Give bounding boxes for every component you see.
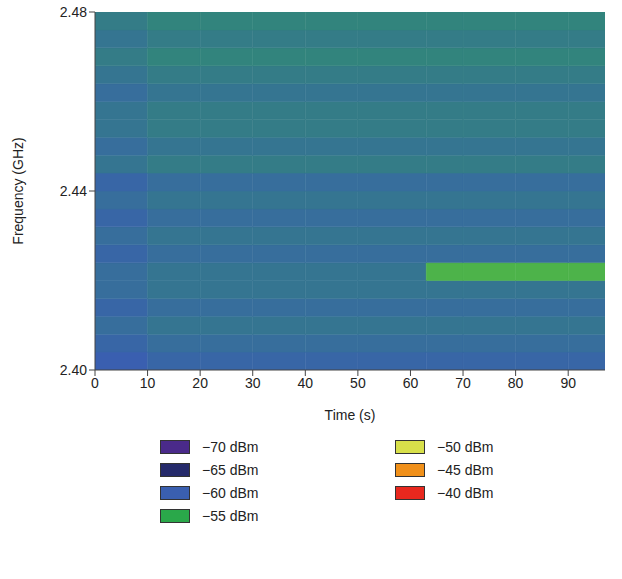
svg-text:90: 90 xyxy=(560,375,576,391)
svg-text:60: 60 xyxy=(403,375,419,391)
svg-text:80: 80 xyxy=(508,375,524,391)
svg-text:50: 50 xyxy=(350,375,366,391)
svg-text:30: 30 xyxy=(245,375,261,391)
svg-text:Time (s): Time (s) xyxy=(325,407,376,423)
html-text:−40 dBm: −40 dBm xyxy=(437,485,494,501)
svg-text:0: 0 xyxy=(91,375,99,391)
html-text:−70 dBm: −70 dBm xyxy=(202,439,259,455)
html-text:−50 dBm: −50 dBm xyxy=(437,439,494,455)
svg-text:2.44: 2.44 xyxy=(60,183,87,199)
svg-text:Frequency (GHz): Frequency (GHz) xyxy=(10,137,26,244)
svg-text:20: 20 xyxy=(192,375,208,391)
svg-text:10: 10 xyxy=(140,375,156,391)
svg-text:70: 70 xyxy=(455,375,471,391)
html-text:−60 dBm: −60 dBm xyxy=(202,485,259,501)
html-text:−65 dBm: −65 dBm xyxy=(202,462,259,478)
html-text:−55 dBm: −55 dBm xyxy=(202,508,259,524)
svg-text:2.48: 2.48 xyxy=(60,4,87,20)
html-text:−45 dBm: −45 dBm xyxy=(437,462,494,478)
svg-text:2.40: 2.40 xyxy=(60,362,87,378)
svg-text:40: 40 xyxy=(298,375,314,391)
